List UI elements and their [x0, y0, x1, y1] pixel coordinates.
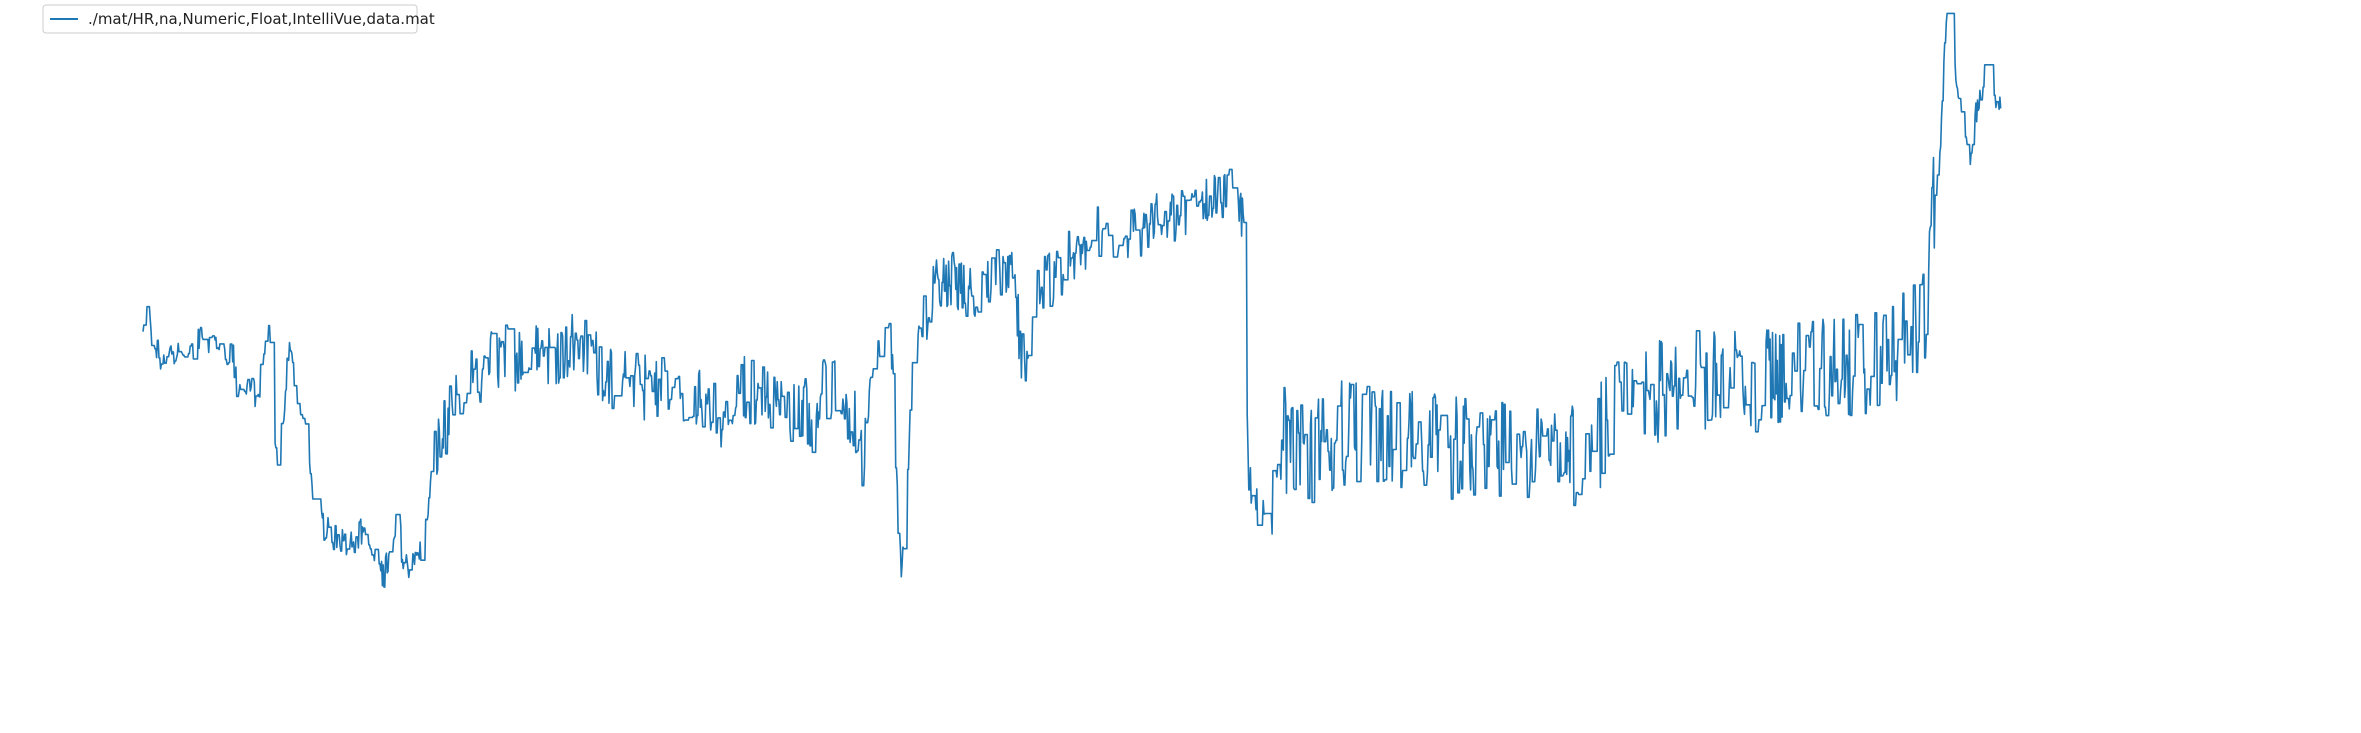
legend-frame	[42, 4, 418, 34]
legend: ./mat/HR,na,Numeric,Float,IntelliVue,dat…	[42, 4, 435, 34]
series-line-hr	[142, 12, 2002, 588]
legend-label: ./mat/HR,na,Numeric,Float,IntelliVue,dat…	[88, 10, 435, 28]
plot-area	[142, 12, 2002, 588]
